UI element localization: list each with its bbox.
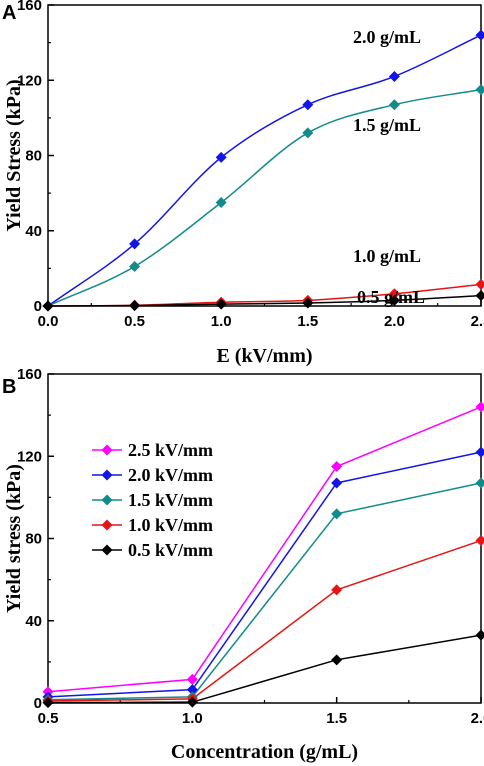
legend-swatch-marker-2-5-kv-mm — [101, 444, 113, 456]
x-tick-label: 1.5 — [297, 313, 318, 330]
data-point-2-0-kv-mm — [186, 684, 198, 696]
data-point-0-5-g-ml — [475, 290, 484, 302]
panel-a-letter: A — [2, 2, 16, 24]
data-point-1-5-kv-mm — [331, 508, 343, 520]
data-point-1-0-kv-mm — [331, 584, 343, 596]
data-point-1-0-g-ml — [388, 288, 400, 300]
annotation-2-0-g-ml: 2.0 g/mL — [353, 27, 421, 47]
legend-swatch-marker-1-0-kv-mm — [101, 519, 113, 531]
data-point-0-5-g-ml — [129, 300, 141, 312]
series-line-0-5-kv-mm — [47, 634, 482, 704]
x-tick-label: 2.0 — [471, 710, 484, 727]
panel-b-letter: B — [2, 376, 16, 398]
x-tick-label: 0.5 — [38, 710, 59, 727]
data-point-2-0-g-ml — [302, 99, 314, 111]
data-point-2-5-kv-mm — [186, 673, 198, 685]
panel-a-series-lines — [47, 34, 482, 307]
panel-a-y-axis-title: Yield Stress (kPa) — [3, 79, 25, 231]
y-tick-label: 160 — [17, 366, 42, 383]
panel-b-series-lines — [47, 406, 482, 704]
panel-a-ticks: 0.0 0.5 1.0 1.5 2.0 2.5 0 40 80 120 160 — [17, 0, 484, 330]
data-point-0-5-kv-mm — [42, 697, 54, 709]
data-point-2-0-kv-mm — [475, 446, 484, 458]
legend-label-0-5-kv-mm: 0.5 kV/mm — [128, 540, 213, 560]
data-point-1-5-g-ml — [129, 260, 141, 272]
data-point-2-0-g-ml — [215, 151, 227, 163]
y-tick-label: 0 — [34, 695, 42, 712]
data-point-2-5-kv-mm — [331, 461, 343, 473]
data-point-1-5-kv-mm — [475, 477, 484, 489]
data-point-0-5-g-ml — [215, 298, 227, 310]
y-tick-label: 80 — [25, 531, 42, 548]
series-line-1-5-kv-mm — [47, 482, 482, 701]
data-point-0-5-g-ml — [388, 294, 400, 306]
panel-b-markers — [42, 401, 484, 709]
series-line-2-5-kv-mm — [47, 406, 482, 693]
panel-a-x-axis-title: E (kV/mm) — [216, 345, 312, 367]
panel-a-markers — [42, 29, 484, 312]
series-line-2-0-kv-mm — [47, 451, 482, 698]
legend-swatch-marker-0-5-kv-mm — [101, 544, 113, 556]
x-tick-label: 2.5 — [471, 313, 484, 330]
data-point-1-0-g-ml — [475, 278, 484, 290]
data-point-0-5-kv-mm — [475, 629, 484, 641]
legend-label-1-5-kv-mm: 1.5 kV/mm — [128, 490, 213, 510]
y-tick-label: 40 — [25, 223, 42, 240]
data-point-2-0-kv-mm — [331, 477, 343, 489]
y-tick-label: 120 — [17, 72, 42, 89]
data-point-1-5-g-ml — [388, 99, 400, 111]
panel-b: B Yield stress (kPa) Concentration (g/mL… — [2, 366, 484, 763]
y-tick-label: 0 — [34, 298, 42, 315]
x-tick-label: 1.5 — [326, 710, 347, 727]
data-point-2-5-kv-mm — [475, 401, 484, 413]
y-tick-label: 120 — [17, 448, 42, 465]
series-line-1-5-g-ml — [47, 88, 482, 307]
data-point-0-5-kv-mm — [331, 654, 343, 666]
series-line-0-5-g-ml — [47, 294, 482, 307]
panel-b-legend: 2.5 kV/mm 2.0 kV/mm 1.5 kV/mm 1.0 kV/mm 0.5 … — [92, 440, 213, 560]
data-point-0-5-g-ml — [42, 300, 54, 312]
annotation-1-0-g-ml: 1.0 g/mL — [353, 246, 421, 266]
x-tick-label: 1.0 — [211, 313, 232, 330]
x-tick-label: 0.0 — [38, 313, 59, 330]
data-point-2-0-g-ml — [475, 29, 484, 41]
x-tick-label: 2.0 — [384, 313, 405, 330]
y-tick-label: 40 — [25, 613, 42, 630]
data-point-1-5-g-ml — [215, 197, 227, 209]
data-point-0-5-kv-mm — [186, 696, 198, 708]
legend-swatch-marker-1-5-kv-mm — [101, 494, 113, 506]
panel-a: A Yield Stress (kPa) E (kV/mm) 0.0 0.5 1.0… — [2, 0, 484, 367]
legend-swatch-marker-2-0-kv-mm — [101, 469, 113, 481]
legend-label-2-0-kv-mm: 2.0 kV/mm — [128, 465, 213, 485]
data-point-1-0-kv-mm — [475, 535, 484, 547]
data-point-2-0-g-ml — [388, 70, 400, 82]
legend-label-1-0-kv-mm: 1.0 kV/mm — [128, 515, 213, 535]
annotation-0-5-g-ml: 0.5 g/mL — [357, 287, 425, 307]
panel-b-y-axis-title: Yield stress (kPa) — [3, 464, 25, 613]
y-tick-label: 80 — [25, 148, 42, 165]
data-point-0-5-g-ml — [302, 297, 314, 309]
data-point-1-5-g-ml — [475, 84, 484, 96]
legend-label-2-5-kv-mm: 2.5 kV/mm — [128, 440, 213, 460]
data-point-1-5-g-ml — [302, 127, 314, 139]
panel-b-plot-frame — [47, 373, 482, 704]
x-tick-label: 0.5 — [124, 313, 145, 330]
series-line-1-0-kv-mm — [47, 539, 482, 702]
panel-b-x-axis-title: Concentration (g/mL) — [171, 741, 358, 763]
y-tick-label: 160 — [17, 0, 42, 14]
x-tick-label: 1.0 — [182, 710, 203, 727]
annotation-1-5-g-ml: 1.5 g/mL — [353, 115, 421, 135]
data-point-2-0-g-ml — [129, 238, 141, 250]
panel-b-ticks: 0.5 1.0 1.5 2.0 0 40 80 120 160 — [17, 366, 484, 727]
